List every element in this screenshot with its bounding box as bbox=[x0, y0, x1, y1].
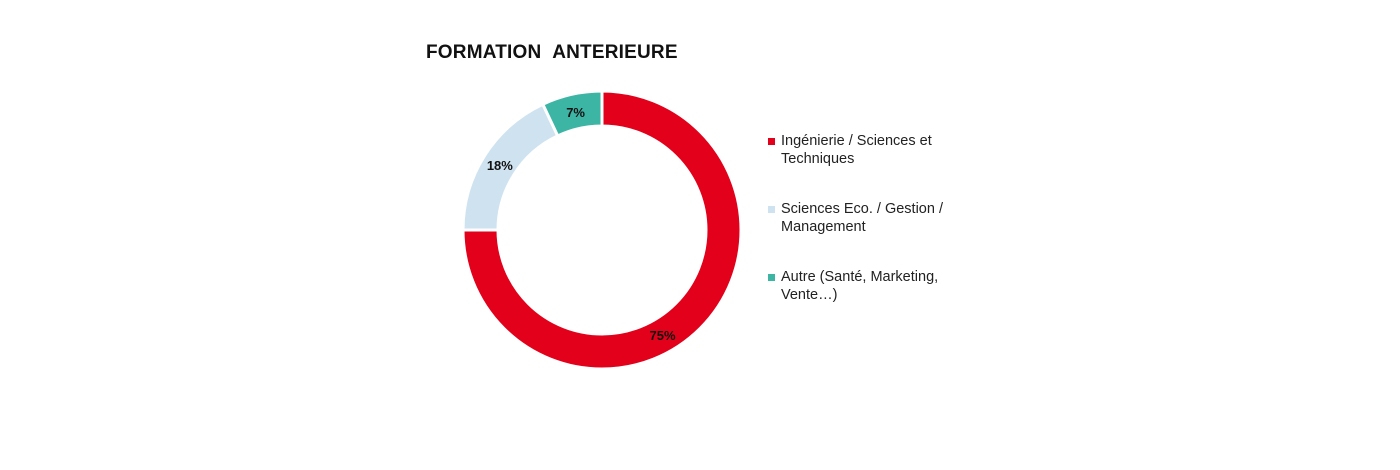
legend-item-autre: Autre (Santé, Marketing, Vente…) bbox=[768, 268, 978, 304]
chart-legend: Ingénierie / Sciences et Techniques Scie… bbox=[768, 132, 978, 336]
legend-label-ingenierie: Ingénierie / Sciences et Techniques bbox=[781, 133, 932, 167]
legend-swatch-ingenierie bbox=[768, 138, 775, 145]
legend-item-ingenierie: Ingénierie / Sciences et Techniques bbox=[768, 132, 978, 168]
chart-title: FORMATION ANTERIEURE bbox=[426, 42, 678, 63]
donut-chart: 75% 18% 7% bbox=[461, 89, 743, 370]
donut-slice-1 bbox=[461, 89, 743, 370]
donut-label-3: 7% bbox=[566, 105, 585, 120]
donut-slice-3 bbox=[540, 89, 604, 138]
legend-swatch-sciences-eco bbox=[768, 206, 775, 213]
legend-label-autre: Autre (Santé, Marketing, Vente…) bbox=[781, 269, 939, 303]
legend-swatch-autre bbox=[768, 274, 775, 281]
legend-item-sciences-eco: Sciences Eco. / Gestion / Management bbox=[768, 200, 978, 236]
donut-label-1: 75% bbox=[649, 328, 675, 343]
legend-label-sciences-eco: Sciences Eco. / Gestion / Management bbox=[781, 201, 943, 235]
donut-label-2: 18% bbox=[487, 158, 513, 173]
